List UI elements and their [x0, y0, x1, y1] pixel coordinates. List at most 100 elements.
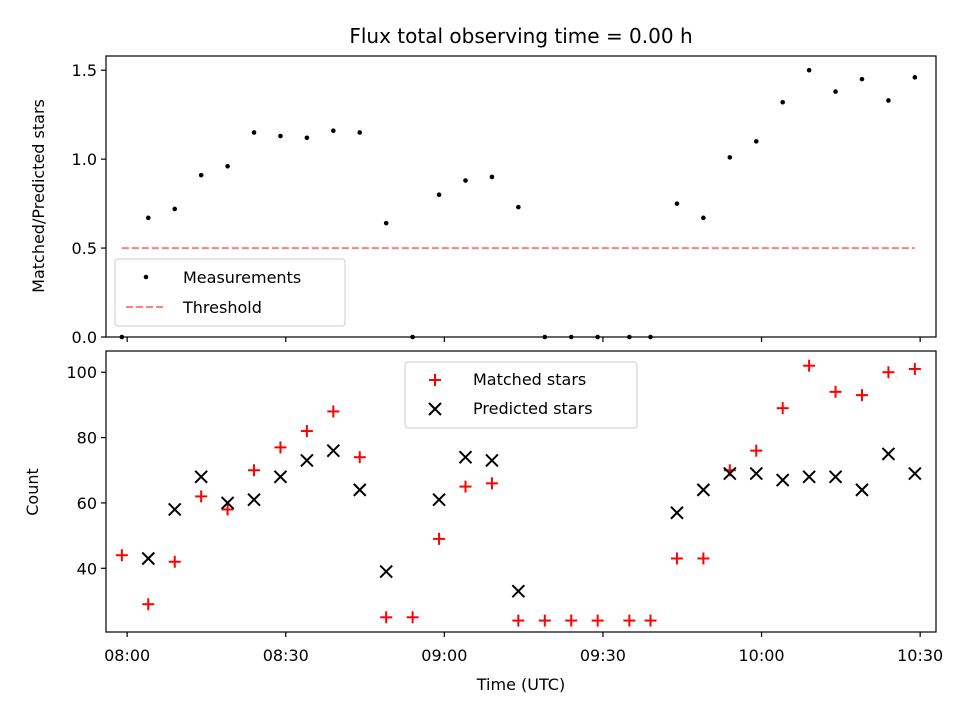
matched-stars-point — [908, 362, 921, 375]
x-tick-label-10-30: 10:30 — [897, 646, 943, 665]
measurement-point — [383, 220, 389, 226]
x-tick-label-08-30: 08:30 — [263, 646, 309, 665]
predicted-stars-point — [855, 483, 869, 497]
measurement-point — [780, 99, 785, 105]
matched-stars-point — [274, 441, 287, 454]
measurement-point — [859, 76, 865, 82]
predicted-stars-point — [802, 470, 816, 484]
x-axis-label: Time (UTC) — [476, 675, 565, 694]
legend-marker-measurements — [143, 274, 149, 280]
predicted-stars-point — [432, 492, 446, 507]
matched-stars-point — [380, 611, 393, 624]
x-tick-label-08-00: 08:00 — [104, 646, 150, 665]
legend-marker-matched-stars — [429, 374, 441, 386]
count-y-tick-label-40: 40 — [77, 559, 97, 578]
ratio-y-tick-label-1-0: 1.0 — [72, 150, 97, 169]
count-legend-box — [404, 361, 638, 429]
predicted-stars-point — [775, 473, 790, 487]
predicted-stars-point — [749, 466, 763, 481]
count-marks — [115, 359, 922, 627]
count-panel: 40 60 80 100 08:00 08:30 09:00 09:30 10:00 10:30… — [23, 350, 943, 694]
measurement-point — [410, 334, 415, 340]
matched-stars-point — [670, 552, 683, 565]
matched-stars-point — [538, 614, 551, 627]
legend-label-threshold: Threshold — [182, 298, 262, 317]
predicted-stars-point — [273, 470, 288, 484]
matched-stars-point — [195, 490, 208, 503]
matched-stars-point — [644, 614, 657, 627]
measurement-point — [436, 192, 442, 198]
count-legend: Matched stars Predicted stars — [404, 361, 638, 429]
ratio-y-tick-label-0-5: 0.5 — [72, 239, 97, 258]
matched-stars-point — [697, 552, 710, 565]
ratio-y-tick-label-0-0: 0.0 — [72, 328, 97, 347]
legend-label-predicted-stars: Predicted stars — [473, 399, 593, 418]
x-tick-label-10-00: 10:00 — [738, 646, 784, 665]
measurement-point — [331, 128, 336, 133]
count-y-axis-label: Count — [23, 468, 42, 516]
legend-label-matched-stars: Matched stars — [473, 370, 586, 389]
ratio-y-tick-label-1-5: 1.5 — [72, 61, 97, 80]
legend-marker-predicted-stars — [428, 402, 442, 416]
matched-stars-point — [248, 464, 261, 477]
count-y-tick-label-60: 60 — [77, 494, 97, 513]
measurement-point — [627, 334, 632, 340]
ratio-x-ticks — [126, 337, 921, 342]
count-panel-frame — [105, 350, 937, 633]
matched-stars-point — [115, 549, 128, 562]
measurement-point — [595, 334, 600, 340]
predicted-stars-point — [353, 483, 367, 497]
measurement-point — [568, 334, 574, 340]
measurement-point — [886, 98, 891, 103]
matched-stars-point — [855, 389, 868, 402]
matched-stars-point — [591, 614, 604, 627]
measurement-point — [648, 334, 653, 340]
matched-stars-point — [459, 480, 472, 493]
measurement-point — [516, 204, 521, 210]
matched-stars-point — [406, 611, 419, 624]
matched-stars-point — [168, 555, 181, 568]
measurement-point — [806, 67, 812, 73]
count-y-tick-label-80: 80 — [77, 429, 97, 448]
ratio-y-ticks: 0.0 0.5 1.0 1.5 — [72, 61, 106, 347]
measurement-point — [912, 75, 918, 80]
predicted-stars-point — [326, 443, 341, 458]
measurement-point — [833, 89, 838, 94]
measurement-point — [225, 163, 230, 169]
predicted-stars-point — [670, 506, 684, 520]
legend-label-measurements: Measurements — [183, 268, 301, 287]
measurement-point — [251, 130, 257, 135]
predicted-stars-point — [300, 453, 314, 468]
matched-stars-point — [882, 366, 895, 379]
ratio-panel-frame — [105, 55, 937, 338]
matched-stars-point — [803, 359, 816, 372]
ratio-marks — [119, 67, 918, 340]
predicted-stars-point — [141, 551, 156, 566]
measurement-point — [463, 178, 468, 183]
matched-stars-point — [433, 532, 446, 545]
predicted-stars-point — [696, 483, 711, 497]
matched-stars-point — [485, 477, 498, 490]
measurement-point — [278, 133, 283, 139]
matched-stars-point — [327, 405, 340, 418]
matched-stars-point — [776, 402, 789, 415]
count-y-ticks: 40 60 80 100 — [66, 363, 106, 578]
matched-stars-point — [750, 444, 763, 457]
predicted-stars-point — [908, 466, 922, 481]
predicted-stars-point — [247, 492, 261, 507]
predicted-stars-point — [379, 564, 393, 579]
matched-stars-point — [829, 385, 842, 398]
ratio-legend: Measurements Threshold — [114, 258, 346, 327]
predicted-stars-point — [828, 470, 843, 484]
matched-stars-point — [142, 598, 155, 611]
predicted-stars-point — [458, 450, 473, 464]
measurement-point — [542, 334, 548, 340]
count-x-ticks: 08:00 08:30 09:00 09:30 10:00 10:30 — [104, 632, 943, 665]
matched-stars-point — [353, 451, 366, 464]
measurement-point — [727, 155, 733, 160]
predicted-stars-point — [485, 453, 499, 468]
measurement-point — [145, 215, 151, 221]
ratio-y-axis-label: Matched/Predicted stars — [29, 99, 48, 293]
